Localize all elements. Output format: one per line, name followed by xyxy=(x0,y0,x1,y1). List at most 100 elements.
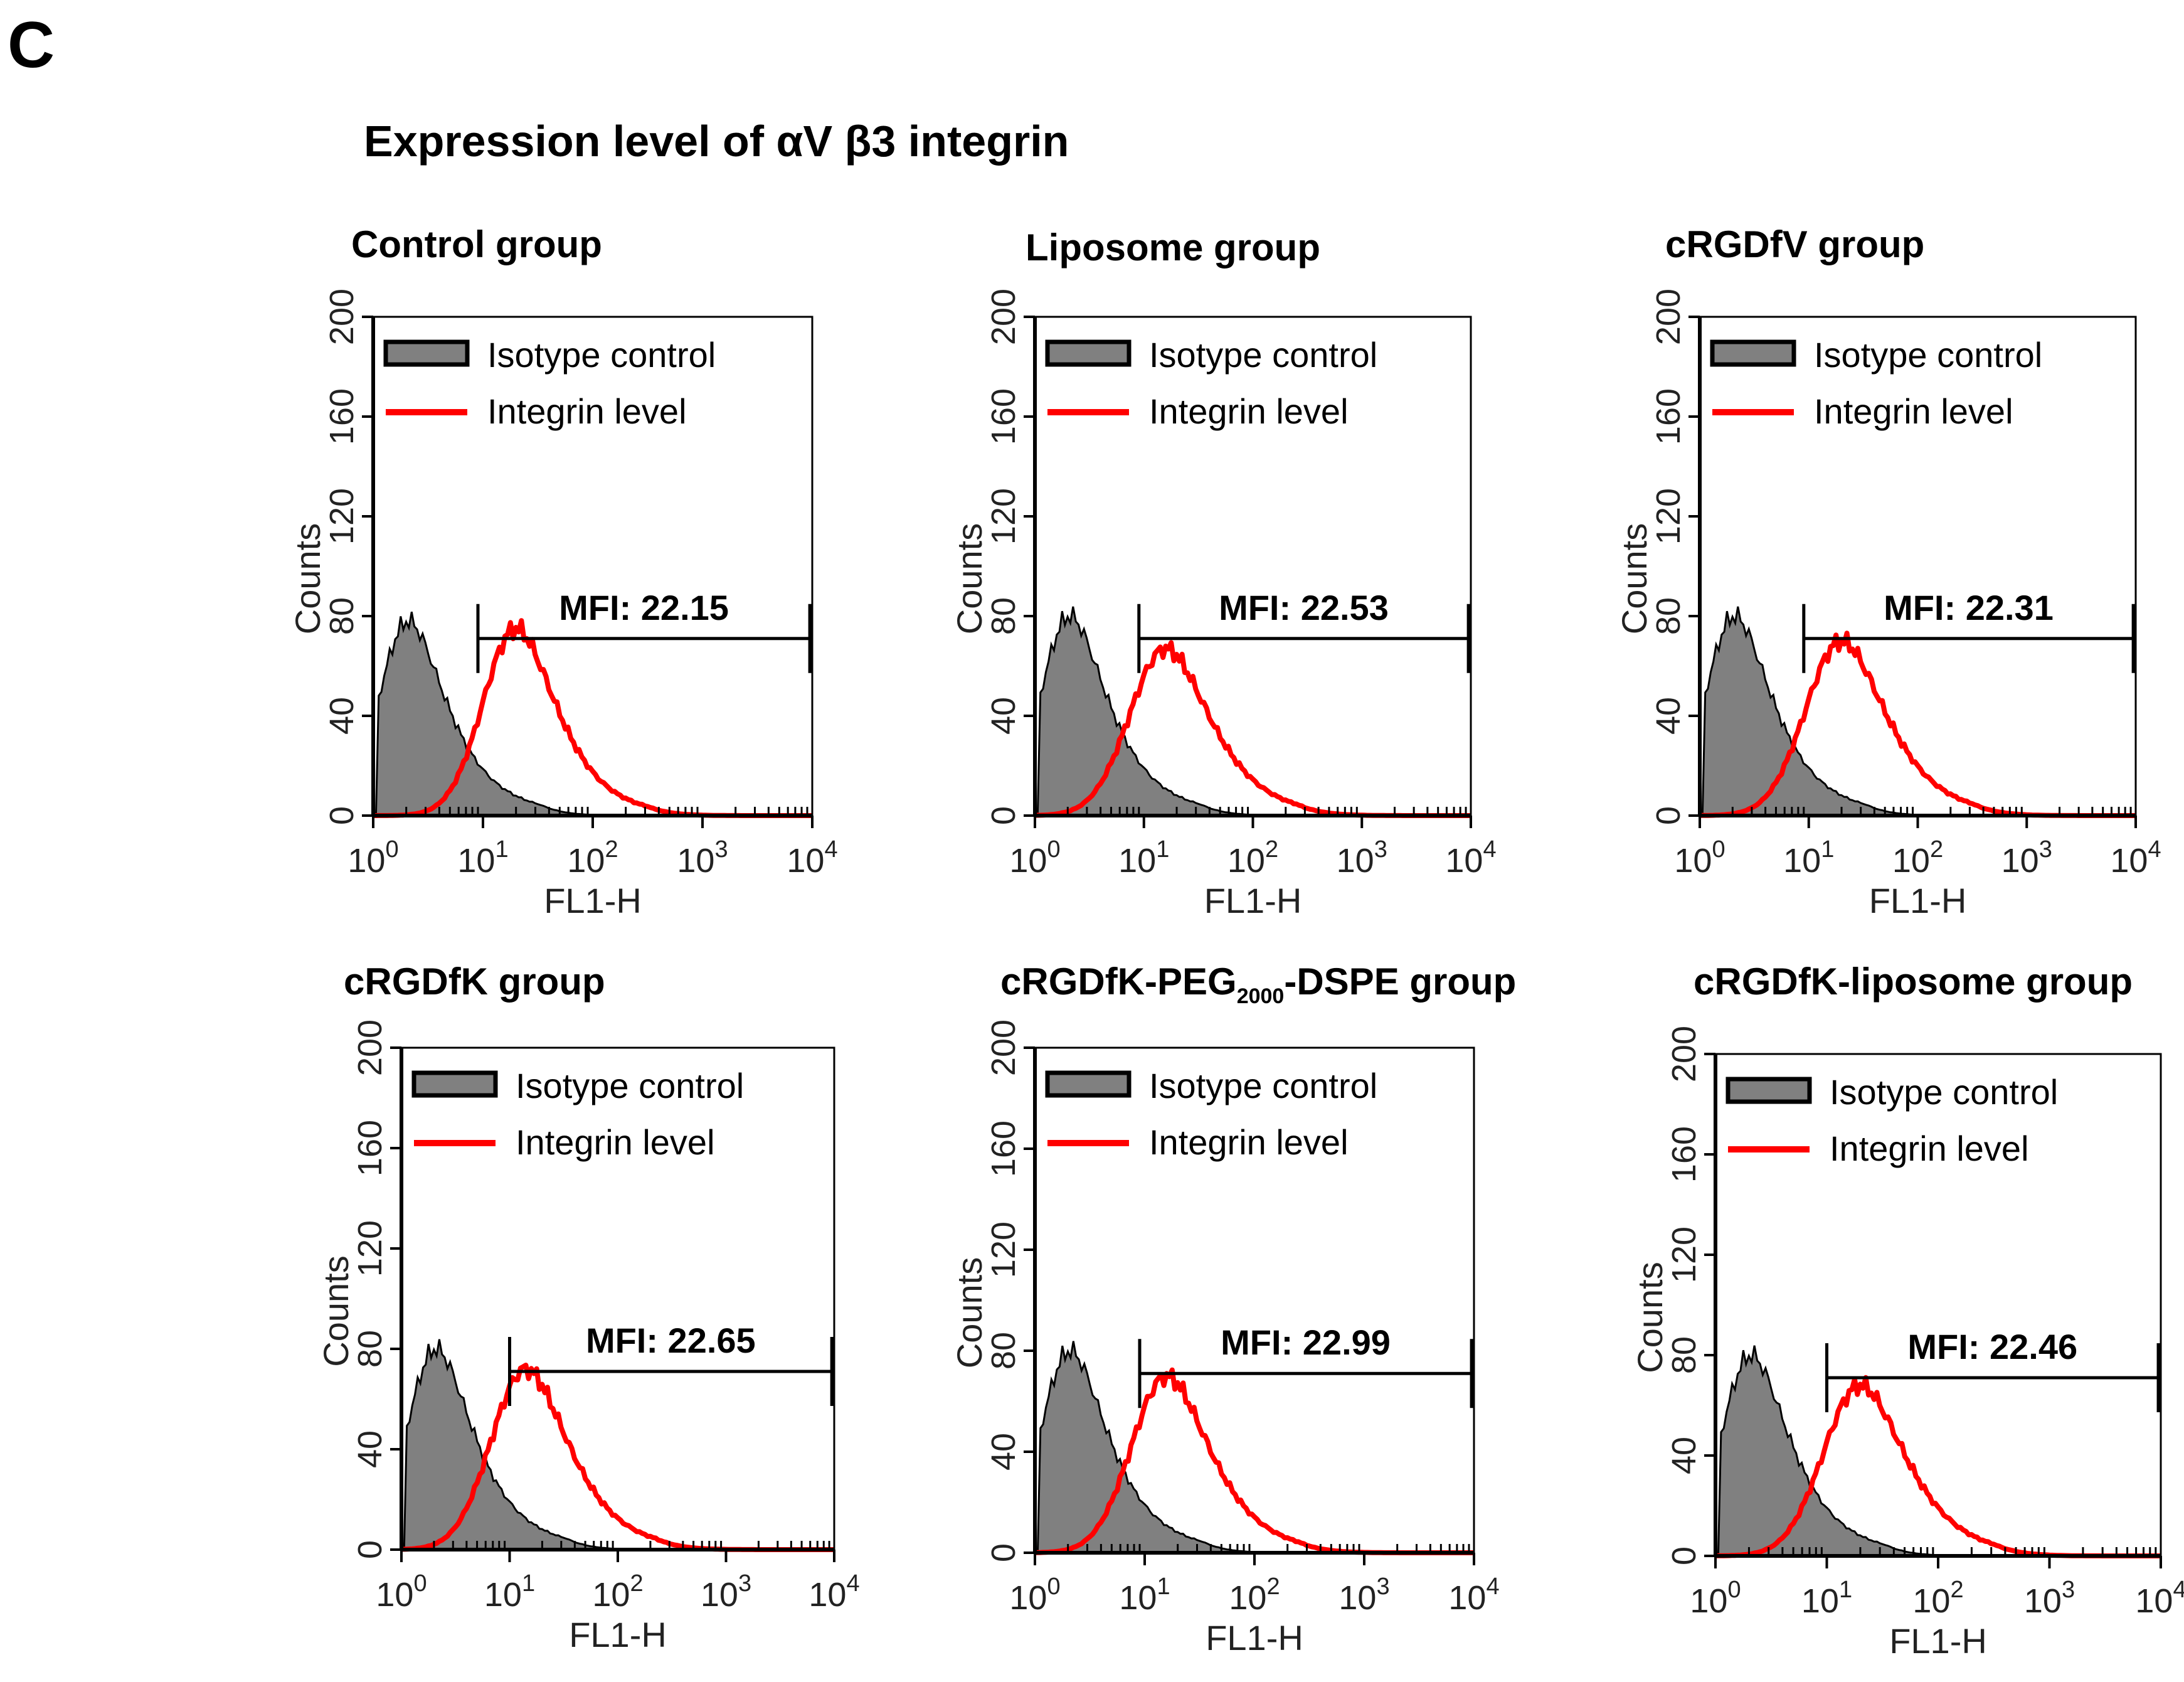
y-tick-label: 120 xyxy=(985,488,1022,545)
y-tick-label: 200 xyxy=(1650,289,1687,345)
y-tick-label: 160 xyxy=(1665,1126,1703,1183)
x-tick-base: 10 xyxy=(592,1576,630,1614)
x-tick-base: 10 xyxy=(2135,1582,2173,1620)
y-tick-label: 0 xyxy=(985,1543,1022,1562)
x-tick-exponent: 4 xyxy=(824,836,837,863)
x-tick-exponent: 1 xyxy=(1156,836,1169,863)
legend-label-isotype: Isotype control xyxy=(516,1066,744,1105)
legend-label-isotype: Isotype control xyxy=(1149,335,1377,375)
x-tick-exponent: 2 xyxy=(605,836,618,863)
x-tick-exponent: 0 xyxy=(385,836,398,863)
mfi-label: MFI: 22.15 xyxy=(559,588,729,627)
x-tick-label: 104 xyxy=(787,836,837,880)
x-tick-base: 10 xyxy=(1229,1579,1266,1617)
y-tick-label: 0 xyxy=(351,1540,389,1559)
x-tick-exponent: 0 xyxy=(1712,836,1725,863)
y-tick-label: 160 xyxy=(351,1120,389,1176)
x-tick-base: 10 xyxy=(567,842,605,880)
x-axis-label: FL1-H xyxy=(1204,881,1302,920)
x-tick-base: 10 xyxy=(376,1576,413,1614)
x-tick-label: 101 xyxy=(1801,1577,1852,1620)
x-tick-base: 10 xyxy=(484,1576,522,1614)
y-tick-label: 0 xyxy=(985,806,1022,825)
panel-title: cRGDfK-PEG2000-DSPE group xyxy=(1000,961,1516,1008)
x-tick-base: 10 xyxy=(1119,1579,1157,1617)
y-tick-label: 40 xyxy=(323,697,361,735)
x-tick-exponent: 2 xyxy=(630,1570,643,1597)
x-tick-exponent: 1 xyxy=(522,1570,535,1597)
x-tick-base: 10 xyxy=(457,842,495,880)
legend-swatch-isotype xyxy=(1045,339,1132,367)
y-tick-label: 200 xyxy=(985,1019,1022,1076)
title-part: cRGDfK group xyxy=(344,961,605,1003)
x-tick-label: 103 xyxy=(1338,1573,1389,1617)
legend-swatch-isotype xyxy=(383,339,470,367)
x-tick-exponent: 2 xyxy=(1950,1577,1963,1603)
x-tick-label: 103 xyxy=(2001,836,2052,880)
x-tick-base: 10 xyxy=(1118,842,1156,880)
legend-label-integrin: Integrin level xyxy=(1149,391,1349,431)
y-tick-label: 40 xyxy=(351,1430,389,1468)
mfi-label: MFI: 22.53 xyxy=(1219,588,1389,627)
x-tick-label: 100 xyxy=(1690,1577,1741,1620)
y-tick-label: 120 xyxy=(323,488,361,545)
x-tick-base: 10 xyxy=(1009,1579,1047,1617)
x-axis-label: FL1-H xyxy=(1889,1621,1987,1661)
x-tick-exponent: 0 xyxy=(1047,1573,1060,1600)
legend-label-integrin: Integrin level xyxy=(1830,1129,2029,1168)
legend-label-isotype: Isotype control xyxy=(1814,335,2042,375)
x-tick-base: 10 xyxy=(1445,842,1483,880)
y-tick-label: 80 xyxy=(351,1330,389,1368)
legend-swatch-isotype xyxy=(1710,339,1796,367)
x-tick-exponent: 1 xyxy=(1821,836,1834,863)
y-tick-label: 0 xyxy=(1650,806,1687,825)
x-tick-label: 102 xyxy=(1229,1573,1280,1617)
x-tick-label: 104 xyxy=(808,1570,859,1614)
y-tick-label: 160 xyxy=(985,388,1022,445)
x-tick-base: 10 xyxy=(1674,842,1712,880)
y-tick-label: 0 xyxy=(1665,1546,1703,1565)
x-tick-label: 101 xyxy=(1118,836,1169,880)
x-tick-label: 102 xyxy=(1227,836,1278,880)
x-tick-base: 10 xyxy=(2024,1582,2062,1620)
x-tick-base: 10 xyxy=(1783,842,1821,880)
x-tick-exponent: 1 xyxy=(495,836,508,863)
y-tick-label: 80 xyxy=(985,597,1022,635)
x-tick-label: 100 xyxy=(1674,836,1725,880)
title-part: cRGDfV group xyxy=(1665,223,1924,265)
mfi-label: MFI: 22.99 xyxy=(1221,1323,1391,1362)
x-tick-exponent: 2 xyxy=(1265,836,1278,863)
x-tick-exponent: 3 xyxy=(714,836,728,863)
y-tick-label: 40 xyxy=(1650,697,1687,735)
x-tick-label: 103 xyxy=(2024,1577,2075,1620)
x-tick-base: 10 xyxy=(1801,1582,1839,1620)
x-tick-label: 102 xyxy=(1892,836,1943,880)
legend-label-isotype: Isotype control xyxy=(1830,1072,2058,1112)
x-tick-base: 10 xyxy=(347,842,385,880)
y-tick-label: 200 xyxy=(323,289,361,345)
y-tick-label: 0 xyxy=(323,806,361,825)
x-tick-label: 104 xyxy=(2110,836,2161,880)
x-tick-label: 104 xyxy=(1445,836,1496,880)
x-tick-label: 101 xyxy=(484,1570,535,1614)
x-tick-exponent: 1 xyxy=(1157,1573,1170,1600)
x-tick-base: 10 xyxy=(1690,1582,1727,1620)
x-tick-base: 10 xyxy=(2110,842,2148,880)
title-part: Control group xyxy=(351,223,602,265)
x-tick-base: 10 xyxy=(1338,1579,1376,1617)
y-tick-label: 80 xyxy=(323,597,361,635)
x-tick-base: 10 xyxy=(1227,842,1265,880)
y-tick-label: 40 xyxy=(985,1433,1022,1471)
y-axis-label: Counts xyxy=(1630,1262,1670,1373)
title-part: cRGDfK-PEG xyxy=(1000,961,1237,1003)
x-tick-exponent: 2 xyxy=(1266,1573,1280,1600)
x-tick-exponent: 4 xyxy=(1483,836,1496,863)
x-axis-label: FL1-H xyxy=(544,881,642,920)
y-tick-label: 200 xyxy=(985,289,1022,345)
y-tick-label: 120 xyxy=(985,1222,1022,1278)
title-part: cRGDfK-liposome group xyxy=(1694,961,2133,1003)
